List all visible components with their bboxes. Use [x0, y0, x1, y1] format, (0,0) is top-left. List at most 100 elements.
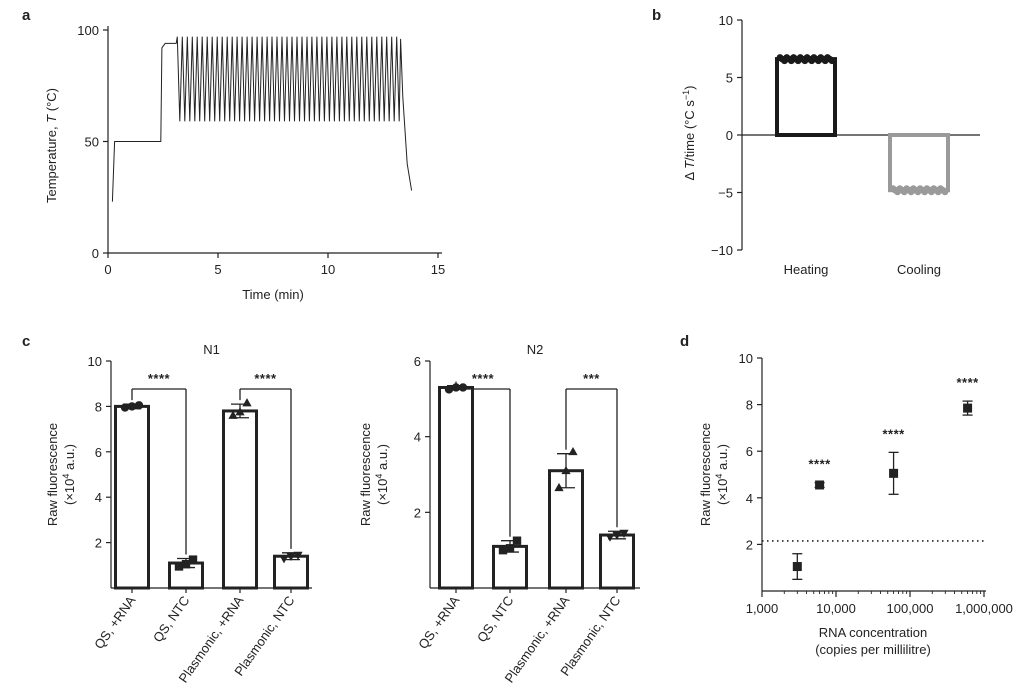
c-n2-point	[444, 385, 454, 394]
a-x-tick-label: 15	[431, 262, 445, 277]
d-x-tick-label: 100,000	[887, 601, 934, 616]
a-y-tick-label: 50	[85, 135, 99, 150]
panel-letter-b: b	[652, 7, 661, 24]
a-x-tick-label: 0	[104, 262, 111, 277]
c-n2-y-label-line2: (×10	[375, 479, 390, 505]
b-y-label: Δ T/time (°C s−1)	[681, 86, 697, 181]
b-category-label: Cooling	[897, 262, 941, 277]
b-category-label: Heating	[784, 262, 829, 277]
c-n1-point	[242, 398, 252, 407]
c-n1-y-label-line2: (×10	[62, 479, 77, 505]
b-point	[941, 188, 949, 196]
c-n1-sig-label: ****	[148, 371, 171, 386]
c-n1-point	[188, 555, 198, 564]
b-bar-cooling	[888, 133, 950, 193]
c-n2-category-label: QS, +RNA	[415, 593, 462, 652]
b-y-label-part: Δ	[682, 169, 697, 181]
c-n2-point	[568, 446, 578, 456]
c-n1-y-tick-label: 8	[95, 399, 102, 414]
b-y-tick-label: 10	[719, 13, 733, 28]
d-y-tick-label: 2	[746, 537, 753, 552]
c-n1-point	[120, 403, 130, 412]
c-n1-y-label-sup: 4	[61, 474, 71, 479]
c-n1-y-label-line1: Raw fluorescence	[45, 423, 60, 526]
c-n2-y-label-line2-end: a.u.)	[375, 444, 390, 474]
b-bar-heating	[775, 57, 837, 137]
c-n2-point	[512, 536, 522, 545]
d-sig-label: ****	[956, 375, 979, 390]
c-n1-y-tick-label: 6	[95, 445, 102, 460]
a-x-label: Time (min)	[242, 287, 304, 302]
c-n2-y-label: Raw fluorescence (×104 a.u.)	[358, 423, 390, 526]
d-y-tick-label: 6	[746, 444, 753, 459]
b-y-label-part: /time (°C s	[682, 100, 697, 161]
c-n2-point	[619, 529, 629, 538]
d-point	[889, 468, 899, 478]
a-y-tick-label: 100	[77, 23, 99, 38]
a-y-label-part: (°C)	[44, 88, 59, 115]
c-n2-y-tick-label: 4	[414, 430, 421, 445]
c-n1-point	[127, 402, 137, 411]
c-n1-y-tick-label: 2	[95, 536, 102, 551]
c-n1-bar	[114, 404, 150, 590]
c-n1-point	[134, 401, 144, 410]
d-point	[815, 480, 825, 490]
d-y-label: Raw fluorescence (×104 a.u.)	[698, 423, 730, 526]
c-n2-title: N2	[527, 342, 544, 357]
panel-letter-d: d	[680, 333, 689, 350]
c-n1-point	[293, 551, 303, 560]
c-n1-y-tick-label: 4	[95, 490, 102, 505]
b-y-label-part: )	[682, 86, 697, 90]
c-n1-point	[286, 552, 296, 562]
d-x-label-units: (copies per millilitre)	[815, 642, 931, 657]
a-y-label: Temperature, T (°C)	[44, 88, 59, 203]
c-n1-point	[235, 407, 245, 416]
d-x-label: RNA concentration	[819, 625, 927, 640]
d-y-tick-label: 10	[739, 351, 753, 366]
b-y-tick-label: −5	[718, 186, 733, 201]
c-n2-point	[505, 544, 515, 553]
d-y-label-line2-end: a.u.)	[715, 444, 730, 474]
d-y-tick-label: 8	[746, 398, 753, 413]
a-y-tick-label: 0	[92, 246, 99, 261]
c-n2-point	[554, 482, 564, 492]
c-n1-y-tick-label: 10	[88, 354, 102, 369]
panel-letter-c: c	[22, 333, 30, 350]
c-n2-point	[605, 533, 615, 542]
d-sig-label: ****	[882, 426, 905, 441]
c-n1-y-label: Raw fluorescence (×104 a.u.)	[45, 423, 77, 526]
d-y-label-sup: 4	[714, 474, 724, 479]
b-y-tick-label: −10	[711, 243, 733, 258]
c-n1-title: N1	[203, 342, 220, 357]
c-n2-y-label-line1: Raw fluorescence	[358, 423, 373, 526]
c-n1-point	[228, 410, 238, 419]
b-y-tick-label: 0	[726, 128, 733, 143]
a-x-tick-label: 10	[321, 262, 335, 277]
c-n2-sig-label: ***	[583, 371, 600, 386]
c-n1-sig-label: ****	[254, 371, 277, 386]
c-n1-y-label-line2-end: a.u.)	[62, 444, 77, 474]
c-n2-y-tick-label: 6	[414, 354, 421, 369]
c-n2-category-label: QS, NTC	[474, 593, 517, 645]
b-point	[828, 57, 836, 65]
a-y-label-part: Temperature,	[44, 123, 59, 203]
a-temperature-trace	[111, 36, 413, 202]
d-x-tick-label: 1,000,000	[955, 601, 1013, 616]
c-n2-y-tick-label: 2	[414, 505, 421, 520]
d-y-label-line1: Raw fluorescence	[698, 423, 713, 526]
b-y-label-part: −1	[681, 90, 691, 100]
d-x-tick-label: 10,000	[816, 601, 856, 616]
a-x-tick-label: 5	[214, 262, 221, 277]
d-point	[792, 562, 802, 572]
c-n2-bar	[438, 385, 474, 590]
d-y-tick-label: 4	[746, 491, 753, 506]
c-n2-point	[458, 383, 468, 392]
c-n1-point	[279, 555, 289, 564]
panel-letter-a: a	[22, 7, 31, 24]
c-n2-bar	[599, 533, 635, 590]
c-n1-point	[181, 559, 191, 569]
c-n2-point	[561, 465, 571, 475]
c-n2-sig-label: ****	[472, 371, 495, 386]
c-n1-category-label: QS, NTC	[150, 593, 193, 645]
